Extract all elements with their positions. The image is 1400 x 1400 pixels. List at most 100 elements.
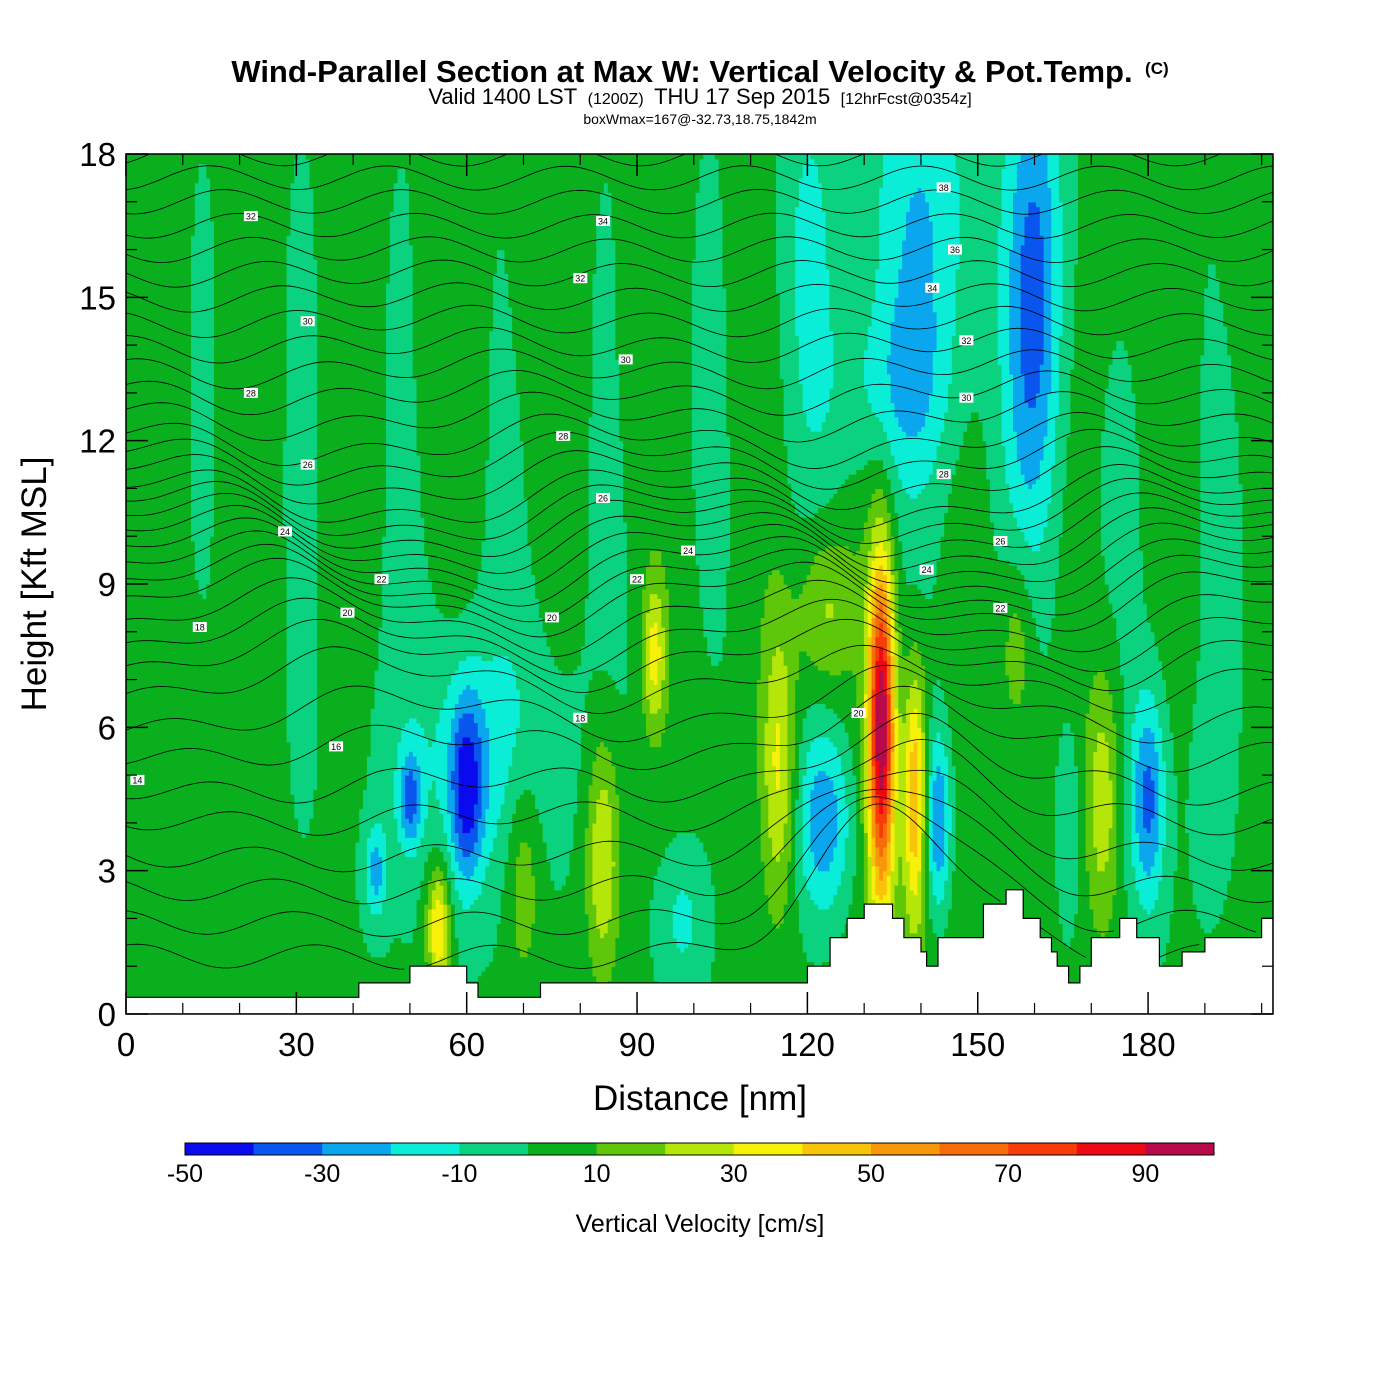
velocity-cell: [829, 775, 846, 781]
velocity-cell: [833, 493, 873, 499]
velocity-cell: [1154, 794, 1159, 800]
velocity-cell: [191, 507, 215, 513]
velocity-cell: [642, 612, 647, 619]
velocity-cell: [1192, 899, 1224, 905]
velocity-cell: [443, 918, 448, 924]
velocity-cell: [573, 813, 590, 819]
velocity-cell: [894, 579, 899, 585]
velocity-cell: [213, 483, 284, 490]
velocity-cell: [779, 779, 789, 786]
velocity-cell: [856, 550, 869, 556]
velocity-cell: [1085, 717, 1114, 724]
velocity-cell: [932, 770, 938, 776]
velocity-cell: [848, 474, 888, 480]
velocity-cell: [1078, 789, 1087, 795]
velocity-cell: [898, 536, 941, 542]
velocity-cell: [905, 803, 911, 810]
velocity-cell: [1227, 889, 1273, 896]
velocity-cell: [473, 870, 486, 877]
velocity-cell: [905, 894, 922, 900]
velocity-cell: [210, 569, 288, 576]
velocity-cell: [401, 732, 425, 738]
velocity-cell: [1158, 799, 1167, 805]
velocity-cell: [890, 789, 896, 795]
velocity-cell: [450, 865, 460, 872]
velocity-cell: [435, 904, 444, 910]
velocity-cell: [428, 947, 433, 953]
velocity-cell: [623, 498, 697, 504]
velocity-cell: [1100, 521, 1140, 528]
velocity-cell: [898, 641, 903, 647]
velocity-cell: [519, 698, 586, 705]
velocity-cell: [795, 880, 808, 886]
velocity-cell: [932, 813, 945, 819]
velocity-cell: [1100, 469, 1140, 475]
velocity-cell: [1100, 498, 1140, 504]
velocity-cell: [1131, 789, 1136, 795]
velocity-cell: [802, 827, 811, 834]
velocity-cell: [871, 756, 876, 762]
velocity-cell: [886, 837, 892, 843]
velocity-cell: [894, 832, 907, 838]
velocity-cell: [856, 851, 865, 857]
velocity-cell: [450, 885, 456, 891]
velocity-cell: [393, 813, 402, 819]
velocity-cell: [825, 612, 834, 619]
velocity-cell: [1177, 818, 1186, 824]
velocity-cell: [863, 885, 869, 891]
velocity-cell: [890, 627, 896, 633]
velocity-cell: [886, 885, 892, 891]
velocity-cell: [695, 545, 731, 552]
velocity-cell: [477, 770, 483, 776]
velocity-cell: [863, 779, 869, 786]
velocity-cell: [282, 459, 318, 466]
velocity-cell: [905, 431, 919, 437]
velocity-cell: [1173, 870, 1190, 877]
velocity-cell: [867, 775, 873, 781]
velocity-cell: [623, 459, 693, 466]
velocity-cell: [1139, 459, 1201, 466]
velocity-cell: [726, 588, 766, 595]
velocity-cell: [1150, 622, 1201, 628]
velocity-cell: [1123, 727, 1133, 733]
velocity-cell: [818, 865, 831, 872]
velocity-cell: [282, 474, 318, 480]
velocity-cell: [1127, 932, 1171, 939]
velocity-cell: [515, 861, 532, 867]
velocity-cell: [535, 875, 551, 881]
velocity-cell: [1093, 842, 1110, 848]
velocity-cell: [1131, 842, 1140, 848]
velocity-cell: [592, 885, 613, 891]
velocity-cell: [1062, 526, 1102, 533]
velocity-cell: [871, 741, 876, 748]
velocity-cell: [1116, 789, 1125, 795]
velocity-cell: [890, 622, 896, 628]
velocity-cell: [191, 440, 215, 447]
velocity-cell: [898, 684, 911, 690]
velocity-cell: [489, 784, 506, 791]
velocity-cell: [1139, 856, 1156, 862]
velocity-cell: [1162, 727, 1171, 733]
velocity-cell: [282, 469, 318, 475]
velocity-cell: [428, 803, 441, 810]
velocity-cell: [642, 617, 647, 623]
velocity-cell: [1009, 488, 1052, 494]
velocity-cell: [772, 665, 789, 671]
velocity-cell: [462, 736, 471, 743]
velocity-cell: [1200, 555, 1244, 561]
velocity-cell: [317, 622, 383, 628]
velocity-cell: [213, 507, 284, 513]
velocity-cell: [1139, 851, 1156, 857]
velocity-cell: [925, 698, 934, 705]
velocity-cell: [645, 584, 666, 590]
velocity-cell: [619, 818, 762, 824]
velocity-cell: [485, 832, 498, 838]
velocity-cell: [626, 536, 697, 542]
velocity-cell: [886, 617, 892, 623]
velocity-cell: [787, 779, 792, 786]
velocity-cell: [1238, 751, 1273, 757]
velocity-cell: [909, 799, 919, 805]
velocity-cell: [844, 842, 857, 848]
velocity-cell: [623, 440, 693, 447]
velocity-cell: [890, 445, 938, 451]
